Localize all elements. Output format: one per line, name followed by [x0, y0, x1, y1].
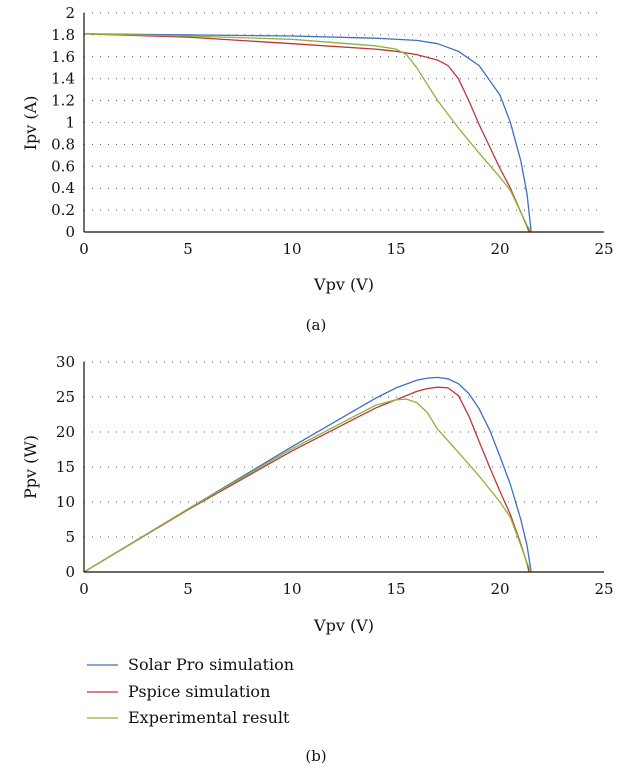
chart-b-series-solar-pro-simulation [83, 376, 532, 573]
chart-b-y-tick-label: 15 [56, 458, 75, 476]
chart-a-iv-curve: 0 0.2 0.4 0.6 0.8 1 1.2 1.4 1.6 1.8 2 0 5 10 15 20 25 V… [21, 4, 614, 334]
chart-a-grid [84, 12, 604, 211]
chart-b-axes [83, 362, 604, 573]
chart-b-ylabel: Ppv (W) [21, 435, 40, 499]
chart-b-x-ticks: 0 5 10 15 20 25 [79, 580, 613, 598]
chart-a-x-tick-label: 25 [594, 240, 613, 258]
chart-b-y-tick-label: 20 [56, 423, 75, 441]
chart-b-x-tick-label: 0 [79, 580, 89, 598]
chart-b-x-tick-label: 15 [386, 580, 405, 598]
chart-a-x-tick-label: 15 [386, 240, 405, 258]
chart-a-xlabel: Vpv (V) [313, 275, 374, 294]
chart-b-grid [84, 361, 604, 538]
chart-b-caption: (b) [305, 747, 326, 765]
chart-b-x-tick-label: 5 [183, 580, 193, 598]
chart-a-y-tick-label: 1.4 [51, 70, 75, 88]
chart-b-y-tick-label: 5 [65, 528, 75, 546]
chart-a-caption: (a) [306, 316, 327, 334]
chart-a-series-experimental-result [83, 33, 532, 233]
legend: Solar Pro simulation Pspice simulation E… [87, 655, 294, 727]
chart-b-y-tick-label: 10 [56, 493, 75, 511]
chart-a-y-tick-label: 1 [65, 114, 75, 132]
chart-a-axes [83, 13, 604, 233]
chart-b-series [83, 376, 532, 573]
chart-b-y-tick-label: 0 [65, 563, 75, 581]
legend-label-experimental: Experimental result [128, 708, 290, 727]
chart-a-y-ticks: 0 0.2 0.4 0.6 0.8 1 1.2 1.4 1.6 1.8 2 [51, 4, 75, 241]
chart-b-x-tick-label: 20 [490, 580, 509, 598]
chart-a-x-ticks: 0 5 10 15 20 25 [79, 240, 613, 258]
chart-a-y-tick-label: 1.2 [51, 92, 75, 110]
chart-a-y-tick-label: 0.8 [51, 135, 75, 153]
legend-label-pspice: Pspice simulation [128, 682, 270, 701]
chart-a-series-solar-pro-simulation [83, 33, 532, 233]
chart-a-x-tick-label: 10 [282, 240, 301, 258]
chart-a-series [83, 33, 532, 233]
legend-label-solar-pro: Solar Pro simulation [128, 655, 294, 674]
chart-a-y-tick-label: 0.4 [51, 179, 75, 197]
chart-a-ylabel: Ipv (A) [21, 96, 40, 151]
chart-b-y-tick-label: 30 [56, 353, 75, 371]
chart-b-series-pspice-simulation [83, 386, 530, 573]
chart-a-x-tick-label: 5 [183, 240, 193, 258]
chart-b-series-experimental-result [83, 398, 532, 573]
chart-b-x-tick-label: 10 [282, 580, 301, 598]
chart-a-y-tick-label: 1.6 [51, 48, 75, 66]
chart-b-power-curve: 0 5 10 15 20 25 30 0 5 10 15 20 25 Vpv (V) Ppv (W) [21, 353, 614, 635]
chart-a-x-tick-label: 20 [490, 240, 509, 258]
chart-a-y-tick-label: 0.6 [51, 157, 75, 175]
chart-b-y-tick-label: 25 [56, 388, 75, 406]
chart-a-y-tick-label: 0 [65, 223, 75, 241]
chart-b-xlabel: Vpv (V) [313, 616, 374, 635]
chart-b-y-ticks: 0 5 10 15 20 25 30 [56, 353, 75, 581]
chart-a-x-tick-label: 0 [79, 240, 89, 258]
chart-a-y-tick-label: 2 [65, 4, 75, 22]
chart-a-y-tick-label: 1.8 [51, 26, 75, 44]
chart-b-x-tick-label: 25 [594, 580, 613, 598]
chart-a-y-tick-label: 0.2 [51, 201, 75, 219]
